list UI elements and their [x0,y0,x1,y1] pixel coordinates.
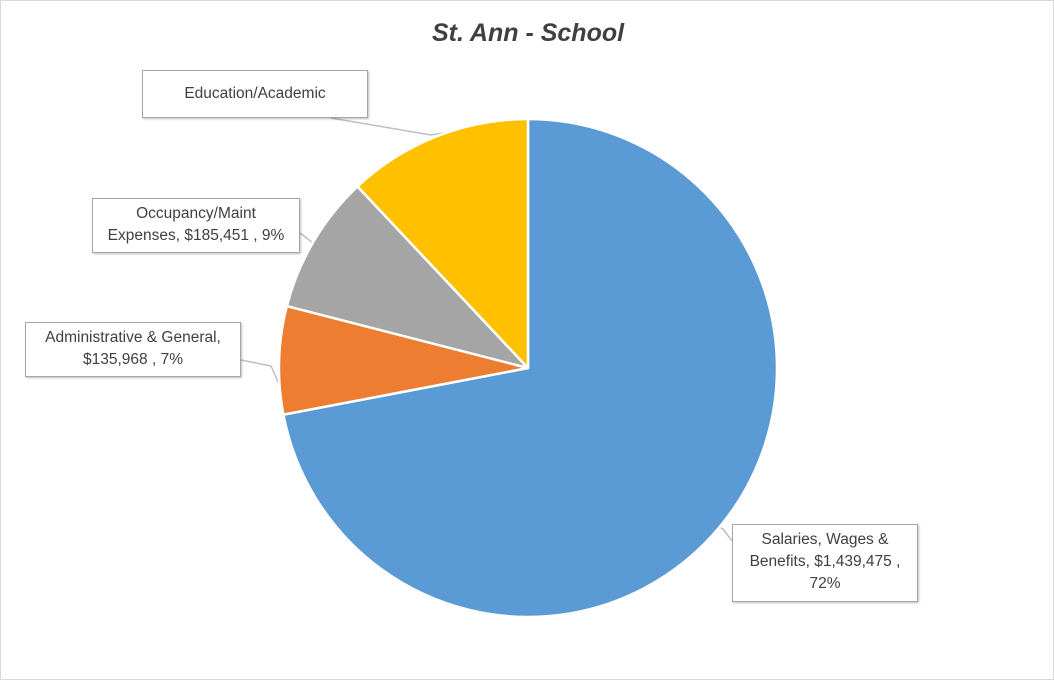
data-label-education: Education/Academic [142,70,368,118]
data-label-line: Expenses, $185,451 , 9% [107,227,285,244]
chart-title: St. Ann - School [431,19,625,47]
data-label-line: 72% [809,575,841,592]
pie-slice-administrative [277,304,530,416]
data-label-occupancy: Occupancy/Maint Expenses, $185,451 , 9% [92,198,300,253]
pie-slice-salaries [282,117,779,619]
data-label-line: Administrative & General, [45,329,221,346]
data-label-line: $135,968 , 7% [83,351,183,368]
data-label-line: Benefits, $1,439,475 , [749,553,901,570]
data-label-line: Salaries, Wages & [761,531,889,548]
pie-slice-occupancy [285,185,530,370]
data-label-line: Occupancy/Maint [136,205,256,222]
leader-line [240,359,281,386]
data-label-line: Education/Academic [184,85,326,102]
data-label-administrative: Administrative & General, $135,968 , 7% [25,322,241,377]
pie-slice-education [356,117,530,370]
data-label-salaries: Salaries, Wages & Benefits, $1,439,475 ,… [732,524,918,602]
pie-slices [277,117,779,619]
leader-line [330,117,448,136]
